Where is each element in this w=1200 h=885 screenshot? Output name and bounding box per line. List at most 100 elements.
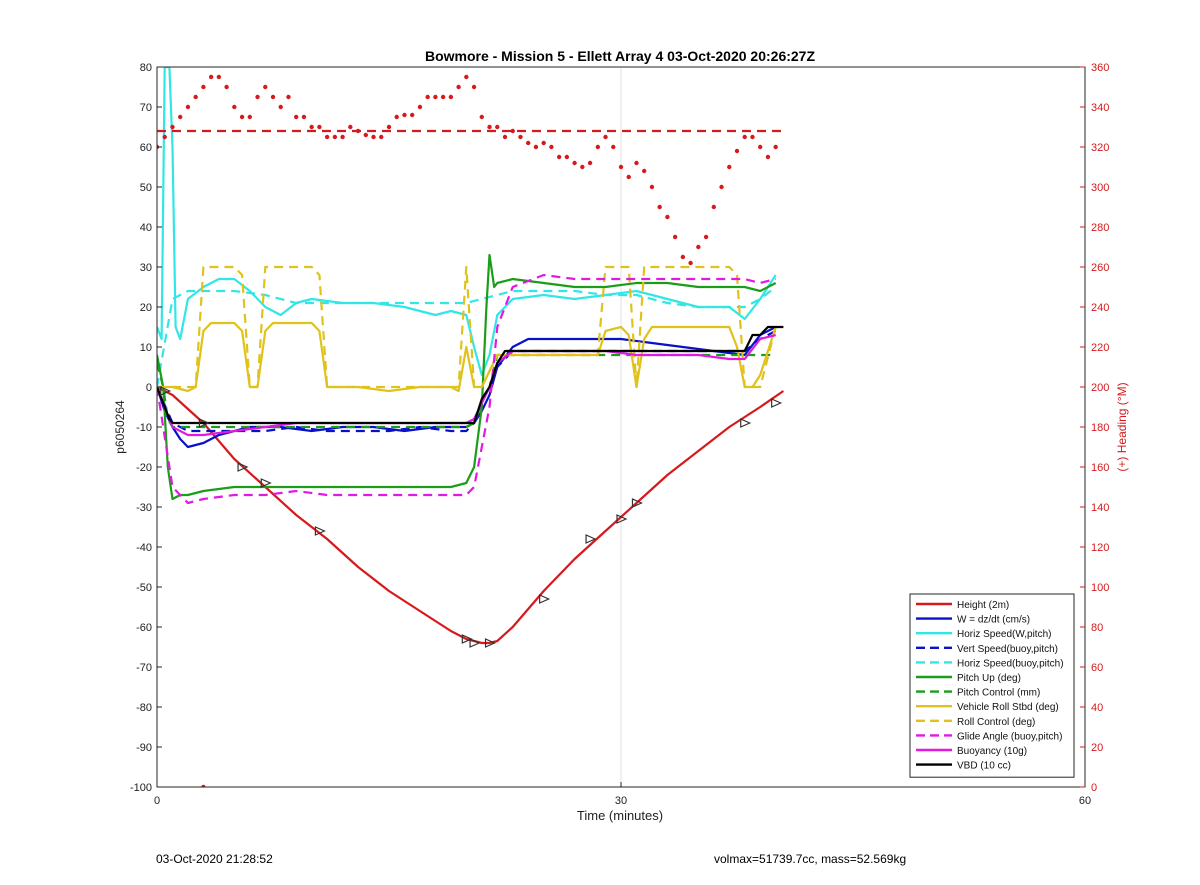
height-marker <box>198 418 210 428</box>
height-marker <box>585 534 597 544</box>
heading-point <box>224 84 229 90</box>
heading-point <box>703 234 709 240</box>
heading-point <box>371 134 376 140</box>
height-marker <box>237 462 249 472</box>
heading-point <box>270 94 276 100</box>
y-tick-label: -10 <box>136 422 152 434</box>
series-pitch-up-deg <box>157 253 777 501</box>
heading-point <box>456 84 461 90</box>
heading-point <box>324 134 330 140</box>
y2-tick-label: 160 <box>1091 462 1109 474</box>
y2-tick-label: 40 <box>1091 702 1103 714</box>
chart-title: Bowmore - Mission 5 - Ellett Array 4 03-… <box>425 48 816 64</box>
y-tick-label: -80 <box>136 702 152 714</box>
heading-point <box>278 104 283 110</box>
y-tick-label: 10 <box>140 342 152 354</box>
heading-point <box>286 94 291 100</box>
heading-point <box>417 104 423 110</box>
legend-entry: W = dz/dt (cm/s) <box>957 615 1030 626</box>
series-glide-angle-buoy-pitch <box>157 273 776 505</box>
heading-point <box>564 154 570 160</box>
y2-tick-label: 260 <box>1091 262 1109 274</box>
x-tick-label: 30 <box>615 795 627 807</box>
heading-point <box>634 160 639 166</box>
heading-point <box>750 134 755 140</box>
heading-point <box>611 144 616 150</box>
heading-point <box>255 94 260 100</box>
y2-tick-label: 280 <box>1091 222 1109 234</box>
heading-point <box>263 84 268 90</box>
y-tick-label: -30 <box>136 502 152 514</box>
legend-entry: Horiz Speed(buoy,pitch) <box>957 658 1064 669</box>
heading-point <box>495 124 500 130</box>
heading-point <box>533 144 539 150</box>
y-tick-label: -40 <box>136 542 152 554</box>
heading-point <box>363 132 368 138</box>
heading-point <box>301 114 307 120</box>
heading-point <box>642 168 647 174</box>
y2-tick-label: 20 <box>1091 742 1103 754</box>
height-marker <box>484 638 497 648</box>
y2-tick-label: 120 <box>1091 542 1109 554</box>
heading-point <box>379 134 384 140</box>
height-marker <box>469 638 481 648</box>
heading-point <box>672 234 678 240</box>
heading-point <box>487 124 492 130</box>
heading-point <box>742 134 747 140</box>
y2-tick-label: 100 <box>1091 582 1109 594</box>
legend-entry: Roll Control (deg) <box>957 717 1035 728</box>
legend-entry: VBD (10 cc) <box>957 761 1011 772</box>
heading-point <box>758 144 763 150</box>
y-tick-label: 20 <box>140 302 152 314</box>
heading-point <box>479 114 484 120</box>
y2-axis-label: (+) Heading (°M) <box>1115 382 1129 471</box>
y-tick-label: 40 <box>140 222 152 234</box>
heading-point <box>193 94 198 100</box>
heading-point <box>688 260 693 266</box>
heading-point <box>696 244 701 250</box>
heading-point <box>734 148 740 154</box>
y2-tick-label: 220 <box>1091 342 1109 354</box>
legend-entry: Vert Speed(buoy,pitch) <box>957 644 1058 655</box>
heading-point <box>618 164 624 170</box>
heading-point <box>162 134 167 140</box>
heading-point <box>201 784 206 787</box>
heading-point <box>727 164 732 170</box>
heading-point <box>402 112 407 118</box>
y-tick-label: 0 <box>146 382 152 394</box>
heading-point <box>170 124 175 130</box>
heading-point <box>556 154 562 160</box>
series-horiz-speed-w-pitch <box>157 67 777 377</box>
heading-point <box>526 140 531 146</box>
y2-tick-label: 200 <box>1091 382 1109 394</box>
heading-point <box>294 114 299 120</box>
heading-point <box>332 134 338 140</box>
y-tick-label: -20 <box>136 462 152 474</box>
heading-point <box>510 128 515 134</box>
heading-point <box>649 184 655 190</box>
footer-volmax-mass: volmax=51739.7cc, mass=52.569kg <box>714 852 907 866</box>
heading-point <box>657 204 662 210</box>
y-tick-label: -50 <box>136 582 152 594</box>
heading-point <box>549 144 554 150</box>
series-w-dz-dt-cm-s <box>157 326 777 449</box>
y2-tick-label: 340 <box>1091 102 1109 114</box>
legend-entry: Pitch Up (deg) <box>957 673 1021 684</box>
heading-point <box>185 104 191 110</box>
height-marker <box>461 634 473 644</box>
y-tick-label: 70 <box>140 102 152 114</box>
heading-point <box>348 124 353 130</box>
heading-point <box>317 124 322 130</box>
y2-tick-label: 80 <box>1091 622 1103 634</box>
legend-entry: Glide Angle (buoy,pitch) <box>957 731 1062 742</box>
x-tick-label: 60 <box>1079 795 1091 807</box>
heading-point <box>232 104 237 110</box>
legend-entry: Pitch Control (mm) <box>957 688 1040 699</box>
heading-point <box>665 214 670 220</box>
y-tick-label: -70 <box>136 662 152 674</box>
heading-point <box>178 114 183 120</box>
heading-point <box>680 254 686 260</box>
heading-point <box>433 94 438 100</box>
heading-point <box>208 74 214 80</box>
legend-box <box>909 593 1075 778</box>
